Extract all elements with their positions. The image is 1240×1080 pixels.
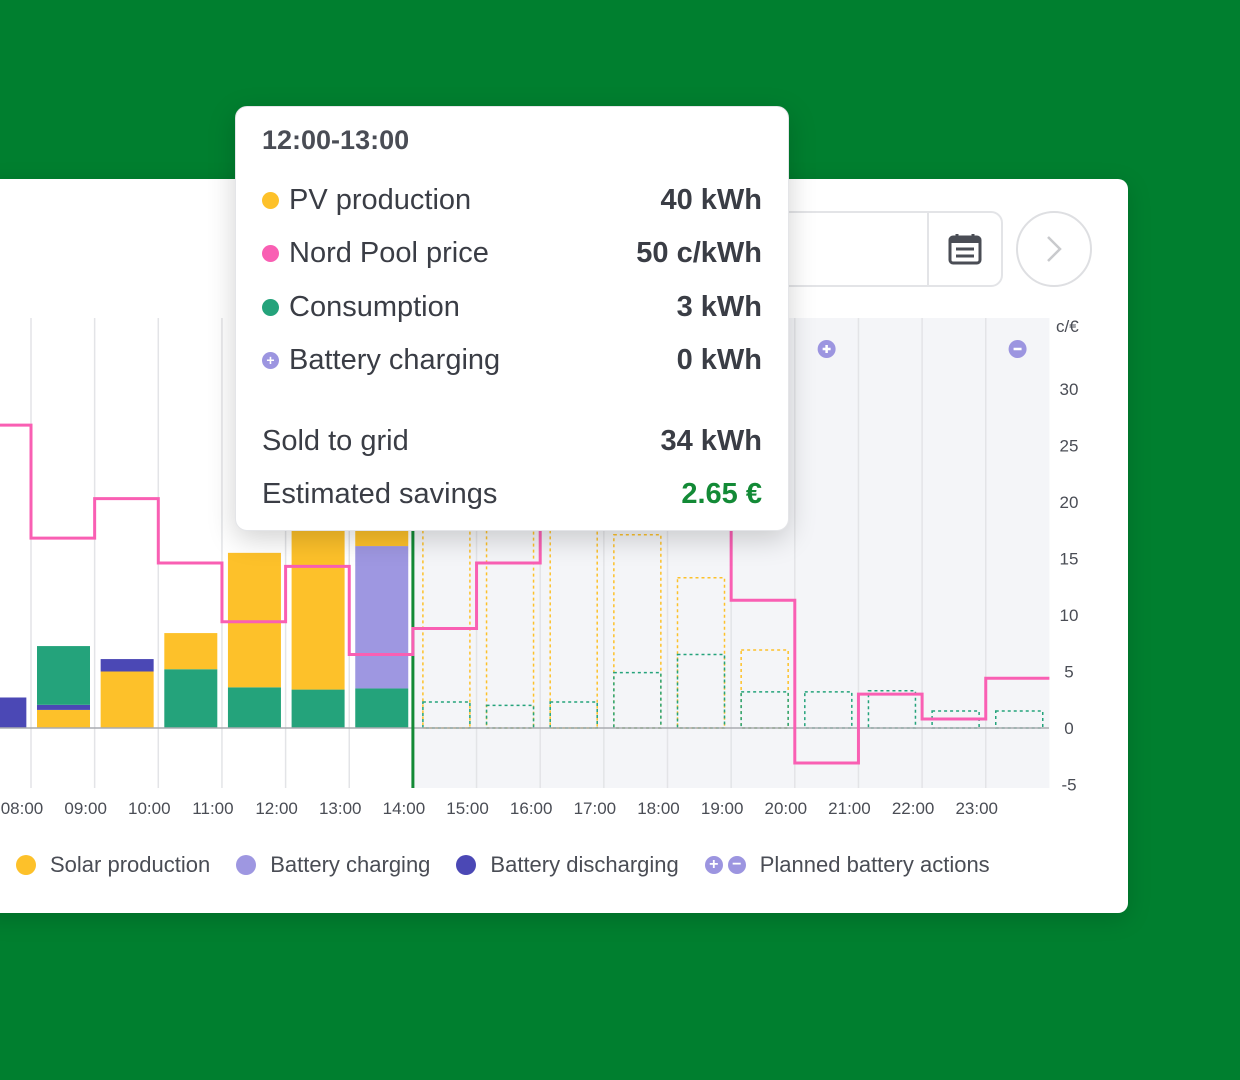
bar-battery-discharging [0, 697, 27, 728]
minus-icon [1008, 340, 1027, 358]
forecast-consumption-bar [995, 710, 1044, 729]
price-dot [262, 244, 279, 262]
consumption-dot [262, 298, 279, 316]
legend-item-battery-charging[interactable]: Battery charging [236, 852, 430, 878]
x-tick-label: 17:00 [574, 799, 617, 818]
chart-tooltip: 12:00-13:00 PV production 40 kWh Nord Poo… [235, 106, 789, 531]
chart-legend: Solar production Battery charging Batter… [16, 852, 1016, 878]
legend-label: Planned battery actions [759, 852, 990, 877]
x-tick-label: 21:00 [828, 799, 871, 818]
bar-solar [291, 525, 345, 690]
right-axis-tick: 15 [1060, 550, 1079, 569]
row-label: Consumption [289, 290, 460, 323]
forecast-solar-bar [740, 649, 789, 729]
x-tick-label: 11:00 [192, 799, 233, 818]
row-value: 40 kWh [660, 183, 762, 216]
minus-icon: − [727, 856, 746, 874]
row-value: 3 kWh [676, 290, 762, 323]
legend-item-battery-discharging[interactable]: Battery discharging [456, 852, 679, 878]
row-label: Sold to grid [262, 424, 409, 457]
row-label: Nord Pool price [289, 236, 489, 269]
tooltip-row-savings: Estimated savings 2.65 € [262, 476, 762, 512]
legend-label: Battery discharging [490, 852, 679, 877]
right-axis-tick: -5 [1061, 776, 1076, 795]
bar-battery-charging [355, 546, 409, 689]
calendar-icon [948, 234, 982, 265]
bar-battery-discharging [37, 704, 90, 710]
bar-consumption [227, 687, 281, 728]
forecast-consumption-bar [676, 653, 726, 729]
legend-dot [456, 855, 477, 875]
tooltip-row-consumption: Consumption 3 kWh [262, 289, 762, 325]
legend-dot [236, 855, 257, 875]
right-axis-tick: 5 [1064, 663, 1073, 682]
right-axis-tick: 30 [1060, 380, 1079, 399]
x-tick-label: 10:00 [128, 799, 171, 818]
x-tick-label: 15:00 [446, 799, 489, 818]
row-value: 0 kWh [676, 343, 762, 376]
row-value: 34 kWh [660, 424, 762, 457]
legend-item-solar[interactable]: Solar production [16, 852, 210, 878]
bar-solar [164, 633, 218, 670]
forecast-consumption-bar [613, 671, 662, 729]
right-axis-tick: 10 [1060, 606, 1079, 625]
right-axis-unit: c/€ [1056, 317, 1079, 336]
tooltip-row-sold: Sold to grid 34 kWh [262, 423, 762, 459]
x-tick-label: 20:00 [765, 799, 808, 818]
price-line [0, 423, 1050, 765]
tooltip-row-price: Nord Pool price 50 c/kWh [262, 235, 762, 271]
bar-battery-discharging [100, 659, 154, 672]
tooltip-title: 12:00-13:00 [262, 125, 410, 155]
x-tick-label: 19:00 [701, 799, 744, 818]
x-tick-label: 12:00 [255, 799, 298, 818]
legend-dot [16, 855, 36, 875]
bar-consumption [37, 646, 90, 705]
legend-label: Solar production [50, 852, 211, 877]
pv-dot [262, 191, 279, 209]
x-tick-label: 09:00 [64, 799, 107, 818]
bar-consumption [164, 669, 218, 728]
right-axis-tick: 25 [1060, 437, 1079, 456]
chevron-right-icon [1047, 236, 1062, 262]
forecast-consumption-bar [485, 704, 535, 729]
row-label: PV production [289, 183, 472, 216]
plus-icon [817, 340, 836, 358]
row-label: Estimated savings [262, 477, 498, 510]
savings-value: 2.65 € [681, 477, 762, 510]
right-axis-tick: 0 [1064, 719, 1073, 738]
calendar-button[interactable] [927, 213, 1001, 285]
bar-consumption [291, 689, 345, 728]
x-tick-label: 08:00 [1, 799, 44, 818]
forecast-solar-bar [676, 576, 726, 729]
x-tick-label: 18:00 [637, 799, 680, 818]
bar-consumption [355, 688, 409, 728]
x-tick-label: 23:00 [955, 799, 998, 818]
next-day-button[interactable] [1016, 211, 1092, 287]
plus-icon: + [704, 856, 723, 874]
x-tick-label: 13:00 [319, 799, 362, 818]
bar-solar [227, 552, 281, 688]
bar-solar [100, 671, 154, 728]
row-label: Battery charging [289, 343, 501, 376]
x-tick-label: 22:00 [892, 799, 935, 818]
x-tick-label: 14:00 [383, 799, 426, 818]
legend-item-planned-actions[interactable]: + − Planned battery actions [704, 852, 990, 878]
x-tick-label: 16:00 [510, 799, 553, 818]
row-value: 50 c/kWh [636, 236, 762, 269]
legend-label: Battery charging [270, 852, 431, 877]
plus-icon: + [262, 351, 279, 369]
tooltip-row-battery: + Battery charging 0 kWh [262, 342, 762, 378]
tooltip-row-pv: PV production 40 kWh [262, 182, 762, 218]
right-axis-tick: 20 [1060, 493, 1079, 512]
bar-solar [37, 709, 90, 728]
